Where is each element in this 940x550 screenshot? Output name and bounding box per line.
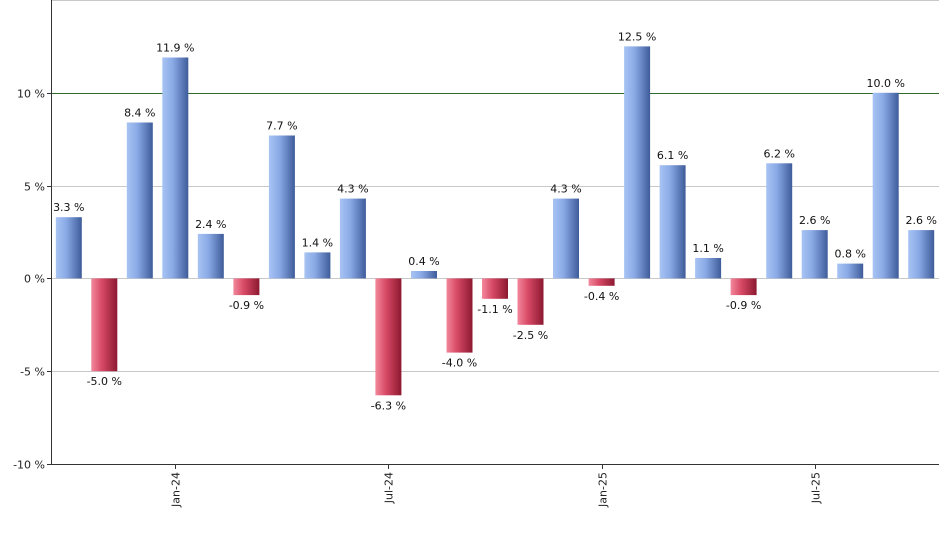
bar — [766, 163, 793, 279]
data-label: -0.9 % — [726, 299, 761, 312]
data-label: -1.1 % — [477, 303, 512, 316]
bar — [837, 263, 864, 279]
data-label: 12.5 % — [618, 30, 656, 43]
data-label: 3.3 % — [53, 201, 84, 214]
data-label: 6.1 % — [657, 149, 688, 162]
bar — [268, 135, 295, 279]
x-tick-label: Jan-24 — [170, 472, 183, 508]
bar — [695, 258, 722, 279]
bar — [304, 252, 331, 279]
y-tick-label: 5 % — [24, 181, 45, 194]
bars — [55, 46, 935, 396]
bar — [233, 278, 260, 296]
data-label: 6.2 % — [763, 147, 794, 160]
bar — [730, 278, 757, 296]
data-label: -0.9 % — [229, 299, 264, 312]
data-label: 4.3 % — [337, 183, 368, 196]
bar — [162, 57, 189, 279]
bar — [801, 230, 828, 279]
data-label: -0.4 % — [584, 290, 619, 303]
data-labels: 3.3 % -5.0 % 8.4 % 11.9 % 2.4 % -0.9 % 7.7 % 1.… — [53, 30, 937, 412]
data-label: 0.8 % — [834, 248, 865, 261]
data-label: 8.4 % — [124, 107, 155, 120]
data-label: 11.9 % — [156, 42, 194, 55]
bar — [55, 217, 82, 279]
y-tick-label: -10 % — [13, 459, 45, 472]
bar — [624, 46, 651, 279]
data-label: 10.0 % — [866, 77, 904, 90]
bar — [411, 271, 437, 279]
bar — [872, 92, 899, 279]
x-tick-label: Jul-25 — [810, 472, 823, 504]
data-label: -5.0 % — [87, 375, 122, 388]
data-label: 4.3 % — [550, 183, 581, 196]
axes: -10 % -5 % 0 % 5 % 10 % Jan-24 Jul-24 Jan-25 Jul… — [13, 0, 939, 508]
bar — [126, 122, 153, 279]
bar — [197, 233, 224, 279]
data-label: -2.5 % — [513, 329, 548, 342]
bar — [91, 278, 118, 372]
data-label: 7.7 % — [266, 120, 297, 133]
data-label: 0.4 % — [408, 255, 439, 268]
data-label: 2.6 % — [799, 214, 830, 227]
x-tick-label: Jul-24 — [383, 472, 396, 504]
bar — [659, 165, 686, 279]
bar — [375, 278, 402, 396]
data-label: 2.4 % — [195, 218, 226, 231]
bar — [553, 198, 579, 279]
data-label: -4.0 % — [442, 357, 477, 370]
data-label: 2.6 % — [905, 214, 936, 227]
y-tick-label: 0 % — [24, 273, 45, 286]
data-label: -6.3 % — [371, 399, 406, 412]
bar — [517, 278, 544, 325]
bar — [446, 278, 473, 353]
data-label: 1.1 % — [692, 242, 723, 255]
y-tick-label: 10 % — [17, 88, 45, 101]
bar — [908, 230, 935, 279]
bar — [588, 278, 615, 286]
bar — [339, 198, 366, 279]
bar — [482, 278, 508, 299]
x-tick-label: Jan-25 — [597, 472, 610, 508]
y-tick-label: -5 % — [20, 366, 45, 379]
data-label: 1.4 % — [302, 236, 333, 249]
